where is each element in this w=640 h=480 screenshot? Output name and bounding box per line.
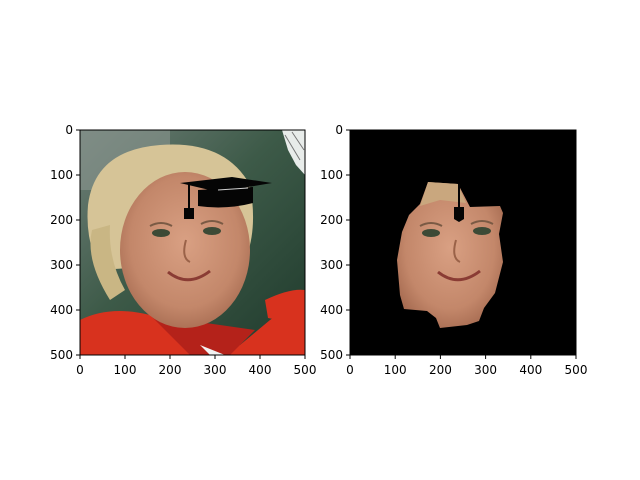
right-ytick-label: 100 bbox=[320, 168, 343, 182]
left-ytick-label: 0 bbox=[65, 123, 73, 137]
left-ytick-label: 300 bbox=[50, 258, 73, 272]
right-ytick-label: 0 bbox=[335, 123, 343, 137]
left-ytick-label: 400 bbox=[50, 303, 73, 317]
right-xtick-label: 100 bbox=[384, 363, 407, 377]
graduation-cap-overlay bbox=[180, 177, 272, 219]
left-xtick-label: 0 bbox=[76, 363, 84, 377]
left-xtick-label: 100 bbox=[114, 363, 137, 377]
right-xtick-label: 300 bbox=[474, 363, 497, 377]
right-xtick-label: 400 bbox=[519, 363, 542, 377]
right-xtick-label: 200 bbox=[429, 363, 452, 377]
right-ytick-label: 500 bbox=[320, 348, 343, 362]
right-xtick-label: 0 bbox=[346, 363, 354, 377]
left-xtick-label: 200 bbox=[159, 363, 182, 377]
left-xtick-label: 300 bbox=[204, 363, 227, 377]
cap-tassel-overlay bbox=[454, 184, 464, 222]
left-axes-frame bbox=[79, 129, 306, 356]
left-xtick-label: 500 bbox=[294, 363, 317, 377]
right-xtick-label: 500 bbox=[565, 363, 588, 377]
original-photo bbox=[80, 130, 305, 355]
left-ytick-label: 200 bbox=[50, 213, 73, 227]
face-mask-region bbox=[397, 182, 503, 328]
left-ytick-label: 100 bbox=[50, 168, 73, 182]
right-ytick-label: 300 bbox=[320, 258, 343, 272]
right-ytick-label: 400 bbox=[320, 303, 343, 317]
right-axes-frame bbox=[349, 129, 577, 356]
masked-face-image bbox=[350, 130, 576, 355]
left-ytick-label: 500 bbox=[50, 348, 73, 362]
left-xtick-label: 400 bbox=[249, 363, 272, 377]
right-ytick-label: 200 bbox=[320, 213, 343, 227]
